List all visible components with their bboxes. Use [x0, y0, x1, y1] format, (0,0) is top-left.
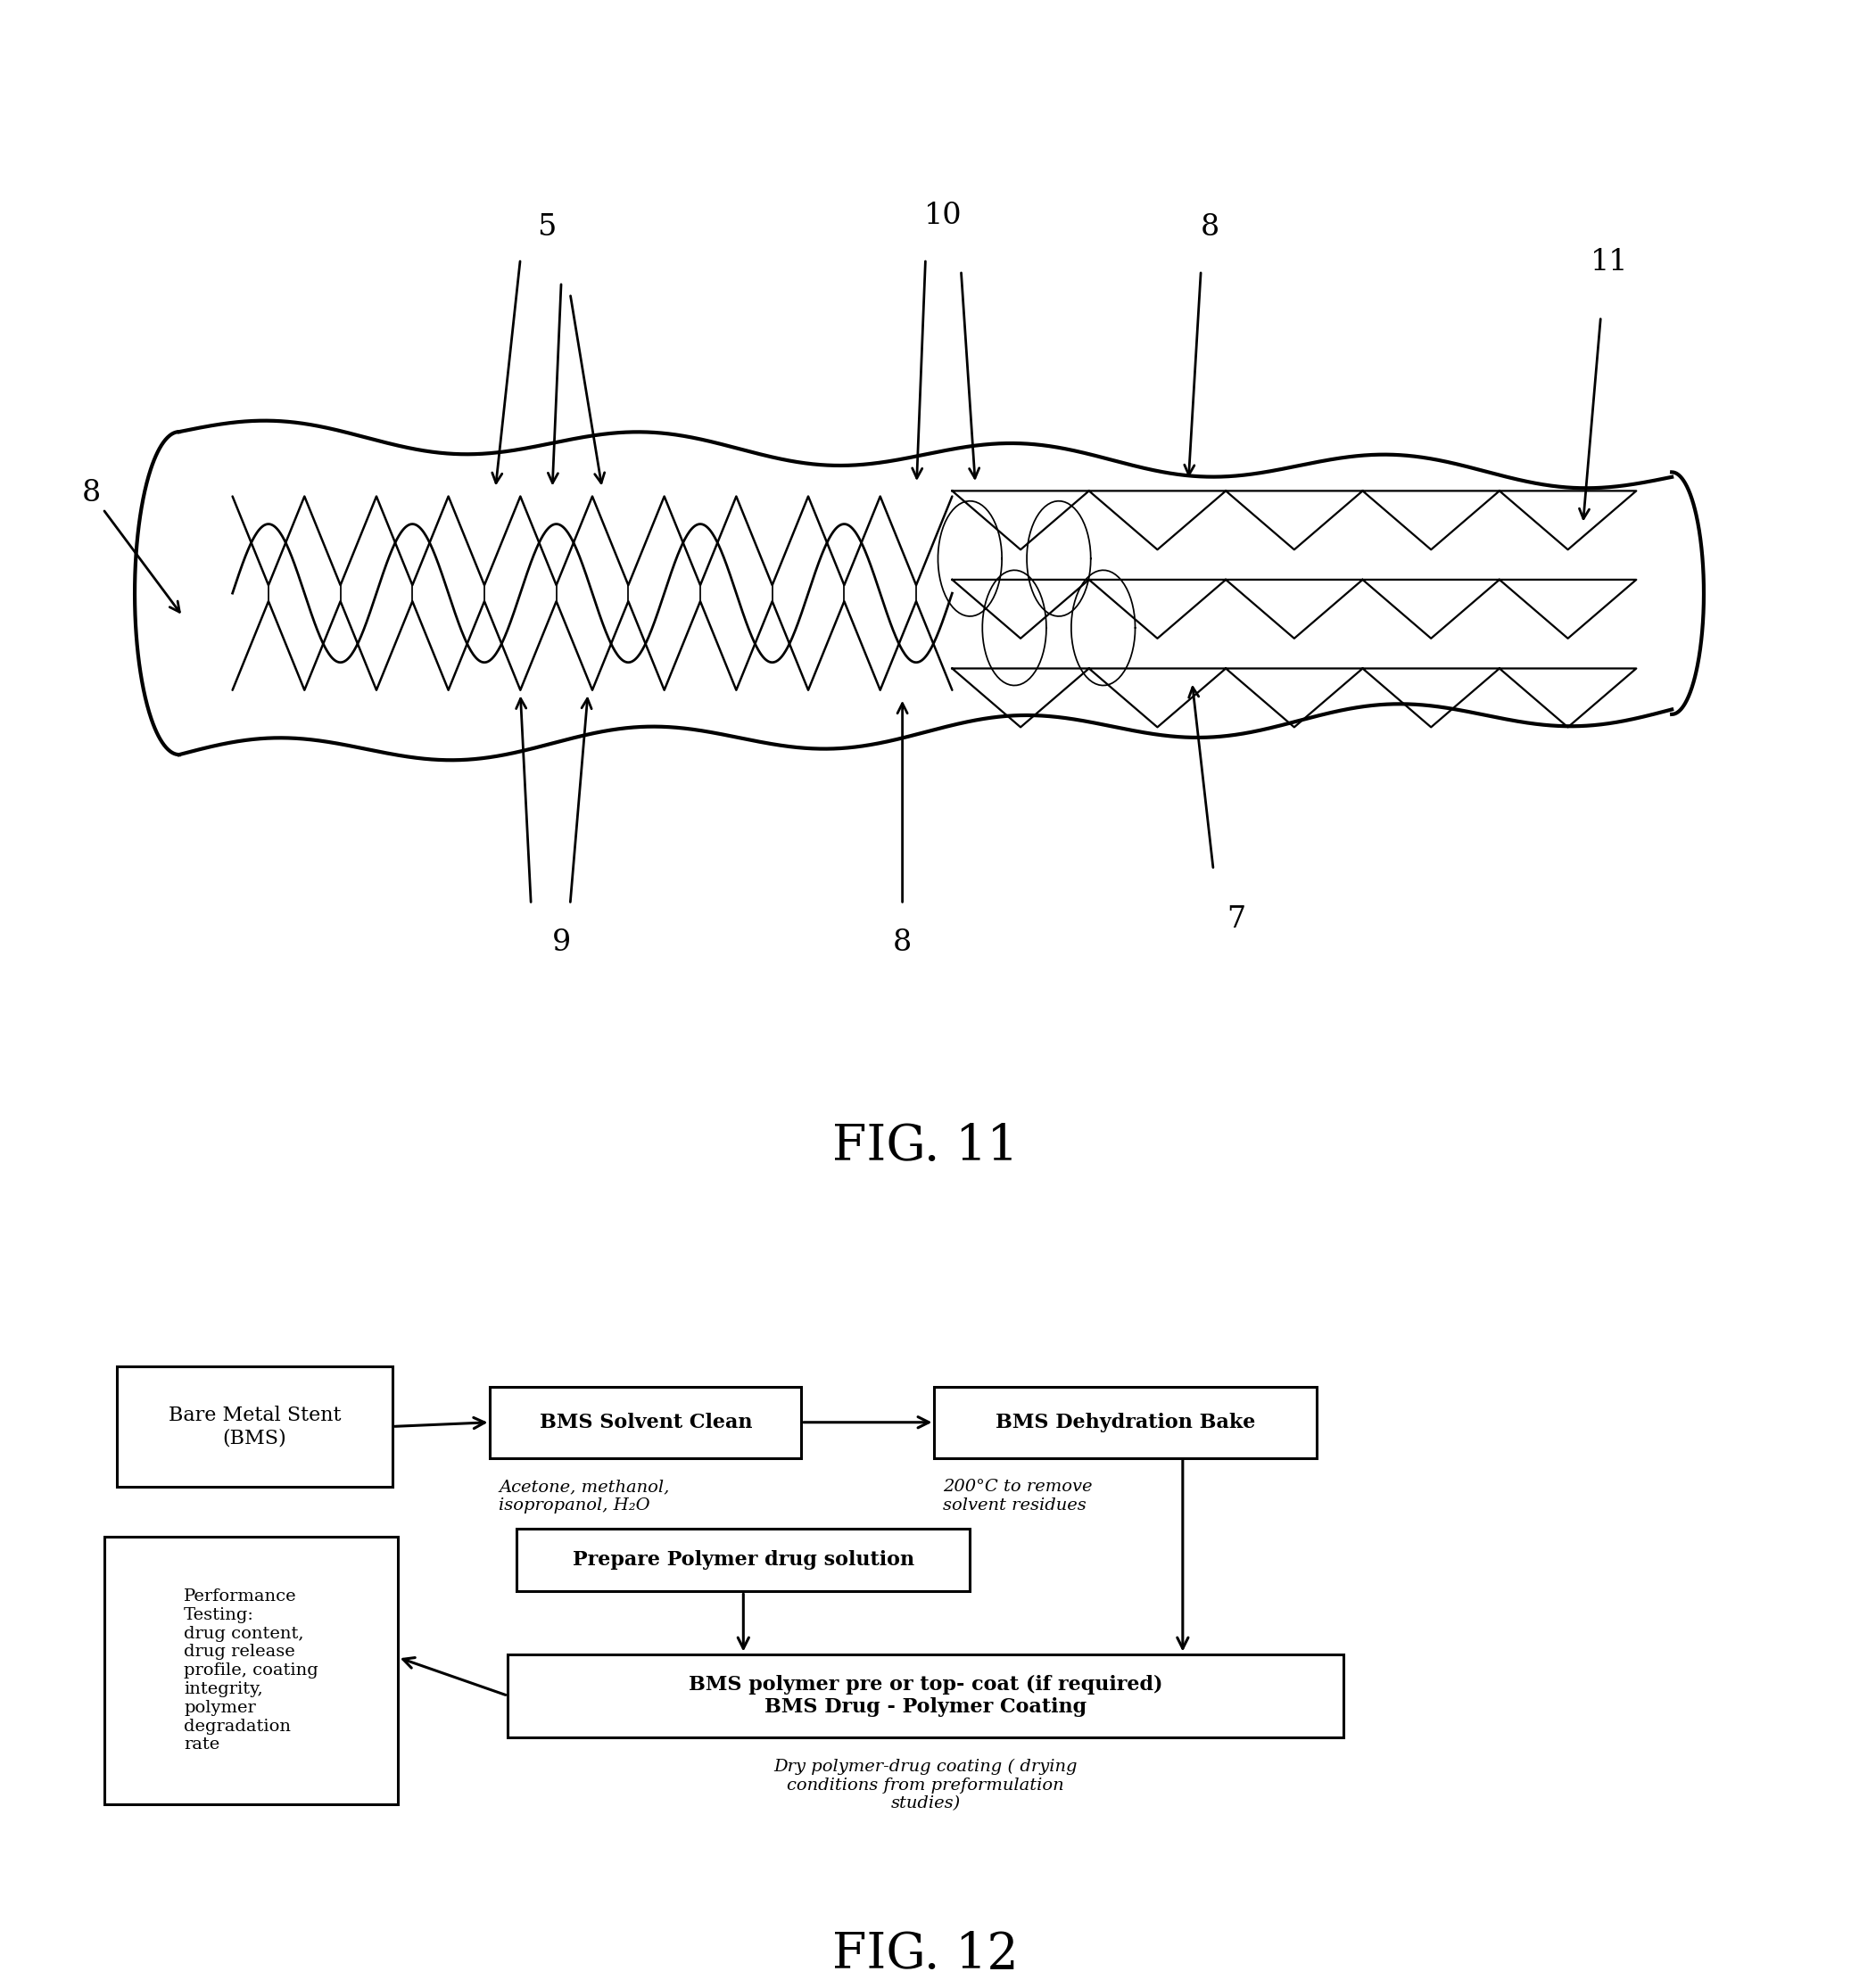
Text: Bare Metal Stent
(BMS): Bare Metal Stent (BMS) [168, 1406, 341, 1447]
Text: 8: 8 [1199, 213, 1220, 243]
Text: Performance
Testing:
drug content,
drug release
profile, coating
integrity,
poly: Performance Testing: drug content, drug … [183, 1588, 318, 1753]
Text: Dry polymer-drug coating ( drying
conditions from preformulation
studies): Dry polymer-drug coating ( drying condit… [774, 1759, 1077, 1811]
Text: BMS polymer pre or top- coat (if required)
BMS Drug - Polymer Coating: BMS polymer pre or top- coat (if require… [689, 1674, 1162, 1718]
Text: BMS Solvent Clean: BMS Solvent Clean [539, 1413, 752, 1431]
Text: FIG. 12: FIG. 12 [833, 1930, 1018, 1978]
FancyBboxPatch shape [117, 1366, 392, 1487]
Text: 8: 8 [892, 928, 913, 956]
Text: 11: 11 [1590, 248, 1629, 276]
Text: Acetone, methanol,
isopropanol, H₂O: Acetone, methanol, isopropanol, H₂O [500, 1479, 670, 1513]
Text: 7: 7 [1227, 905, 1246, 934]
Text: FIG. 11: FIG. 11 [833, 1123, 1018, 1171]
FancyBboxPatch shape [516, 1529, 970, 1590]
FancyBboxPatch shape [935, 1388, 1316, 1457]
FancyBboxPatch shape [491, 1388, 801, 1457]
Text: 5: 5 [537, 213, 557, 243]
Text: Prepare Polymer drug solution: Prepare Polymer drug solution [572, 1551, 914, 1571]
FancyBboxPatch shape [104, 1537, 398, 1805]
FancyBboxPatch shape [507, 1654, 1344, 1738]
Text: 8: 8 [81, 479, 180, 612]
Text: 10: 10 [924, 203, 963, 231]
Text: 200°C to remove
solvent residues: 200°C to remove solvent residues [944, 1479, 1092, 1513]
Text: 9: 9 [552, 928, 570, 956]
Text: BMS Dehydration Bake: BMS Dehydration Bake [996, 1413, 1255, 1431]
